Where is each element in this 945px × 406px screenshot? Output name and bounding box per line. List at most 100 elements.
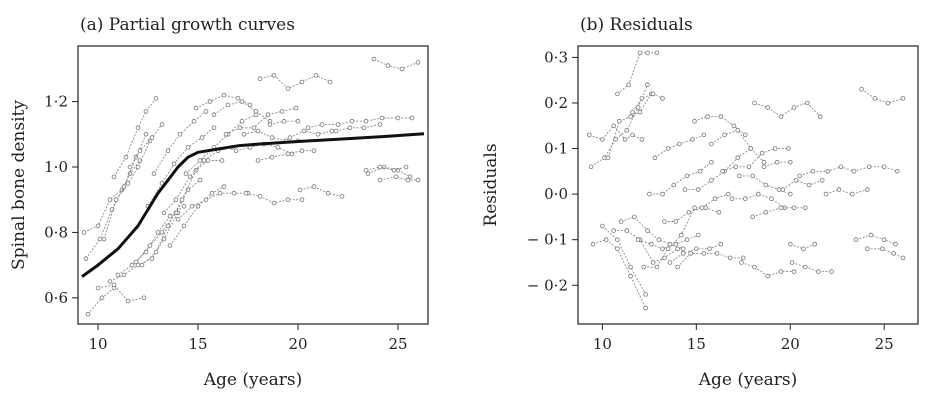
panel-b-series-33-point-3 [900, 96, 906, 101]
panel-a-series-33-point-0 [371, 56, 377, 62]
panel-b-series-19-point-4 [772, 146, 778, 151]
panel-a-series-26-point-0 [297, 187, 303, 193]
panel-a-series-27-point-5 [379, 115, 385, 121]
panel-a-series-0-point-2 [107, 197, 113, 203]
panel-a-series-17-point-1 [207, 99, 213, 104]
panel-b-series-1-point-1 [601, 155, 607, 161]
panel-b-series-11-point-3 [684, 173, 690, 179]
panel-b-series-6-line [602, 225, 646, 295]
panel-b-series-3-point-4 [654, 50, 660, 56]
panel-b-series-6-point-2 [628, 264, 633, 270]
panel-a-series-15-point-0 [175, 217, 181, 222]
panel-a-series-17-point-0 [193, 105, 199, 111]
panel-b-y-tick-label-4: 0·2 [544, 94, 568, 112]
panel-b-series-5-point-4 [643, 305, 648, 311]
panel-b-series-27-point-6 [881, 164, 887, 170]
panel-a-series-31-point-2 [391, 168, 397, 173]
panel-a-series-27-point-3 [349, 118, 355, 124]
panel-b-series-31-point-2 [812, 241, 817, 247]
panel-a-y-tick-label-3: 1·2 [44, 93, 68, 111]
panel-b-series-30-point-2 [891, 251, 896, 256]
panel-a-series-28-point-0 [333, 128, 339, 134]
panel-b-series-28-point-3 [864, 187, 870, 192]
panel-b-series-6-point-3 [643, 292, 648, 297]
panel-a-series-16-point-0 [183, 171, 189, 176]
panel-a-series-16-point-1 [197, 158, 203, 163]
panel-b-series-4-line [632, 93, 663, 113]
panel-a-series-11-point-5 [211, 125, 217, 131]
panel-b-series-24-point-3 [819, 178, 825, 183]
panel-b-series-23-point-3 [791, 205, 797, 211]
panel-a-y-tick-label-1: 0·8 [44, 223, 68, 241]
panel-a-series-33-point-1 [385, 63, 391, 68]
panel-b-series-26-point-0 [789, 260, 795, 265]
panel-b-series-8-line [621, 216, 684, 250]
panel-a-series-33-line [373, 58, 419, 70]
panel-b-frame [577, 45, 919, 325]
panel-a-series-29-point-0 [365, 171, 371, 176]
panel-b-series-1-point-3 [624, 128, 630, 133]
panel-b-series-0-point-0 [586, 132, 592, 138]
panel-a-series-32-line [259, 74, 331, 90]
panel-a-series-8-line [117, 205, 185, 276]
panel-b-series-5-point-3 [628, 273, 633, 279]
panel-a-series-11-point-2 [171, 161, 177, 167]
panel-b-series-20-line [732, 193, 785, 209]
panel-b-series-26-point-3 [829, 269, 834, 274]
panel-b-series-15-point-2 [701, 251, 707, 256]
panel-a-series-13-line [163, 146, 233, 214]
panel-a-series-4-line [129, 124, 163, 168]
panel-a-series-4-point-1 [137, 148, 143, 154]
panel-b-series-14-point-0 [667, 260, 673, 265]
panel-b-series-14-point-4 [718, 241, 724, 247]
panel-b-x-label: Age (years) [698, 370, 798, 390]
panel-a-series-31-point-1 [377, 164, 383, 170]
panel-b-series-30-line [867, 248, 904, 259]
panel-a-series-3-point-0 [111, 174, 117, 180]
panel-b-series-27-point-4 [851, 169, 857, 174]
panel-a-series-14-point-4 [221, 184, 227, 189]
panel-b-x-ticks: 10 15 20 25 [593, 324, 894, 353]
panel-a-series-2-point-2 [125, 181, 131, 186]
panel-a-series-2-point-0 [101, 236, 107, 242]
panel-a-series-23-point-3 [299, 148, 305, 154]
panel-b-series-3-line [617, 52, 657, 95]
panel-a-series-10-point-6 [219, 158, 225, 163]
panel-b-x-tick-label-2: 20 [781, 335, 800, 353]
panel-a-title: (a) Partial growth curves [80, 15, 295, 35]
panel-b-series-29-point-1 [868, 232, 874, 238]
panel-a-series-13-point-3 [201, 158, 207, 163]
panel-b-x-tick-label-1: 15 [687, 335, 706, 353]
panel-a-series-30-line [379, 176, 418, 181]
panel-b-series-20-point-3 [769, 196, 774, 202]
panel-b-series-9-point-0 [635, 237, 641, 243]
panel-b-series-31-point-0 [787, 241, 793, 247]
panel-b-series-23-point-0 [750, 214, 755, 220]
panel-a-series-14-point-3 [209, 190, 215, 196]
panel-b-series-27-point-5 [866, 164, 872, 170]
panel-a-series-3-point-1 [123, 154, 129, 160]
panel-b-series-1-point-5 [645, 82, 650, 87]
panel-b-series-28-point-1 [836, 187, 842, 192]
panel-a-series-23-point-0 [255, 158, 261, 163]
panel-a-series-14-point-1 [181, 223, 187, 229]
panel-a-series-4-point-0 [127, 164, 133, 170]
panel-b-series-14-point-3 [707, 246, 712, 252]
panel-a-series-14-point-2 [195, 204, 201, 209]
panel-b-series-31-point-1 [801, 246, 806, 252]
panel-b-series-18-point-0 [709, 141, 714, 147]
panel-a-series-6-point-3 [141, 295, 147, 301]
panel-b-series-29-point-3 [893, 241, 898, 247]
panel-a-series-24-point-3 [329, 128, 335, 134]
panel-b-series-15-line [677, 252, 744, 268]
panel-a-series-21-point-4 [299, 197, 305, 203]
panel-b-series-30-point-0 [864, 246, 870, 252]
panel-b-series-27-point-3 [838, 164, 844, 170]
panel-a-series-20-point-0 [233, 148, 239, 154]
panel-b-series-25-point-1 [774, 159, 780, 165]
panel-b-series-11-point-4 [697, 169, 703, 174]
panel-b-series-19-point-5 [786, 146, 791, 151]
panel-b-series-13-point-4 [712, 196, 718, 202]
panel-a-series-4-point-2 [149, 135, 155, 140]
panel-b-series-13-point-0 [662, 219, 667, 224]
